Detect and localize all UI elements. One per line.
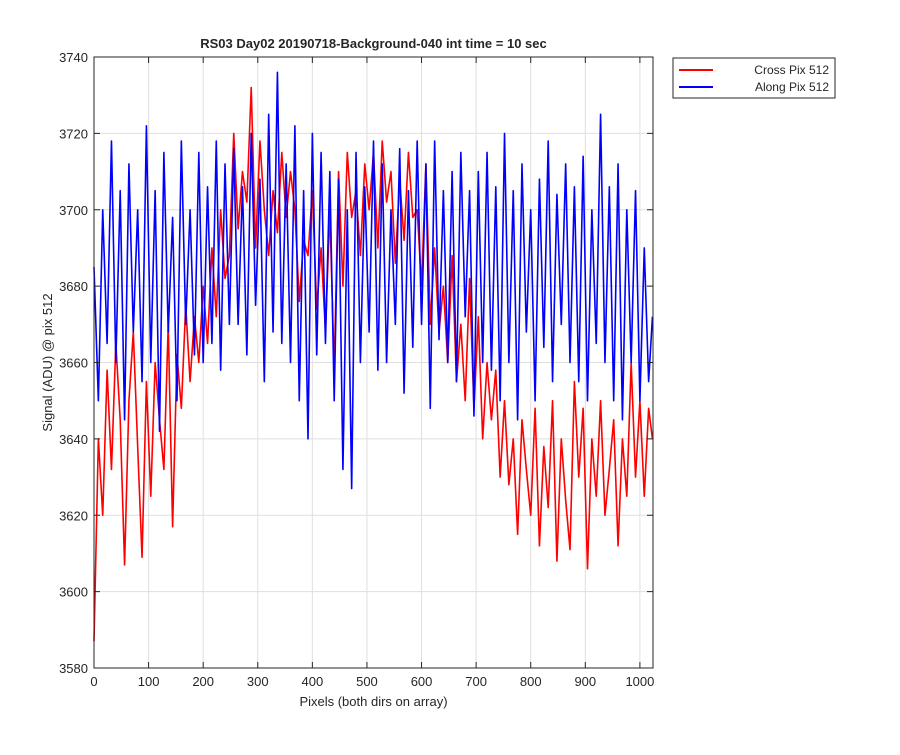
y-tick-label: 3720 <box>59 126 88 141</box>
x-tick-label: 100 <box>138 674 160 689</box>
legend-box <box>672 57 836 99</box>
x-tick-label: 0 <box>90 674 97 689</box>
series-group <box>93 71 654 642</box>
x-tick-label: 700 <box>465 674 487 689</box>
y-tick-label: 3600 <box>59 585 88 600</box>
x-tick-label: 1000 <box>625 674 654 689</box>
y-tick-label: 3740 <box>59 50 88 65</box>
series-line-along-pix <box>93 71 654 490</box>
x-tick-label: 500 <box>356 674 378 689</box>
y-tick-label: 3640 <box>59 432 88 447</box>
y-tick-label: 3660 <box>59 356 88 371</box>
y-tick-label: 3620 <box>59 508 88 523</box>
x-tick-label: 400 <box>302 674 324 689</box>
chart-title: RS03 Day02 20190718-Background-040 int t… <box>200 36 547 51</box>
x-tick-label: 600 <box>411 674 433 689</box>
y-tick-label: 3700 <box>59 203 88 218</box>
legend-label-cross: Cross Pix 512 <box>754 63 829 77</box>
y-tick-label: 3580 <box>59 661 88 676</box>
legend-label-along: Along Pix 512 <box>755 80 829 94</box>
axis-ticks: 0 100 200 300 400 500 600 700 800 900 1000 3580 3600… <box>59 50 654 689</box>
x-tick-label: 300 <box>247 674 269 689</box>
legend: Cross Pix 512 Along Pix 512 <box>672 57 836 99</box>
x-tick-label: 200 <box>192 674 214 689</box>
x-tick-label: 800 <box>520 674 542 689</box>
x-tick-label: 900 <box>574 674 596 689</box>
y-tick-label: 3680 <box>59 279 88 294</box>
x-axis-title: Pixels (both dirs on array) <box>299 694 447 709</box>
y-axis-title: Signal (ADU) @ pix 512 <box>40 293 55 431</box>
